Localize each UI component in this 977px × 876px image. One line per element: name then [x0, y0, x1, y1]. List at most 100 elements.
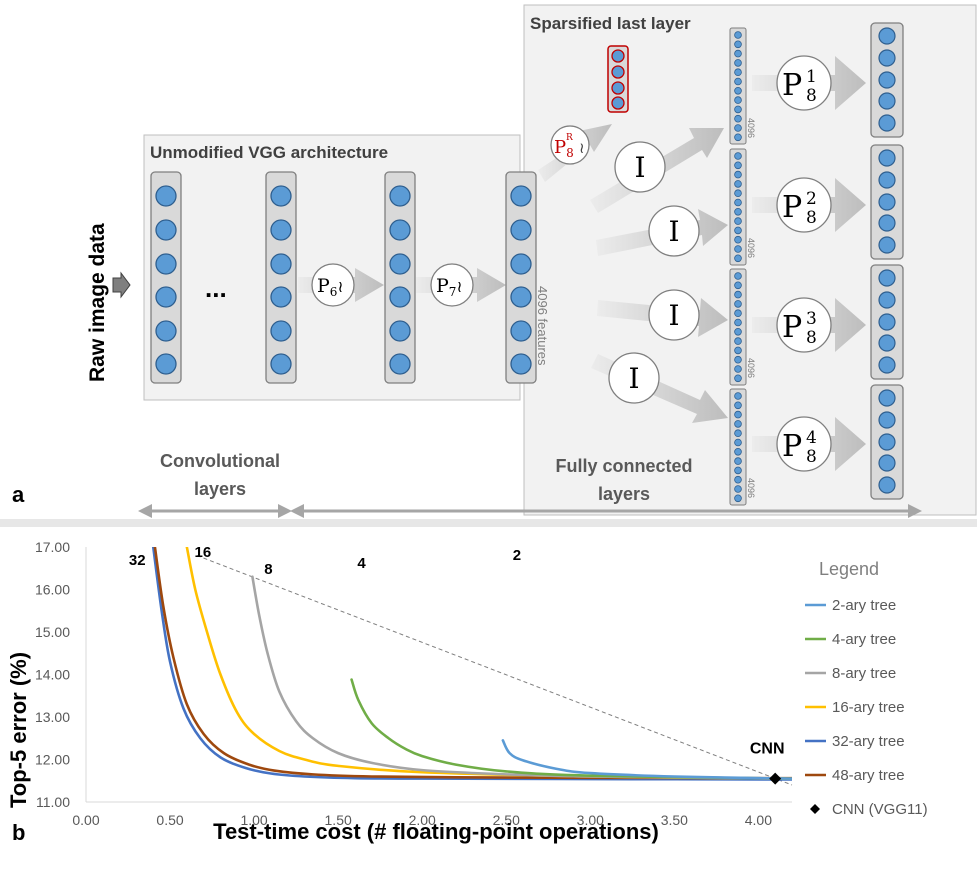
- neuron: [734, 300, 742, 308]
- p8-sup: 1: [806, 67, 817, 87]
- fc-label-line1: Fully connected: [555, 456, 692, 476]
- series-line-16-ary-tree: [185, 547, 792, 780]
- legend-item: 16-ary tree: [805, 699, 905, 716]
- neuron: [155, 219, 177, 241]
- legend: Legend 2-ary tree 4-ary tree 8-ary tree 16-…: [805, 559, 928, 818]
- neuron: [155, 253, 177, 275]
- neuron: [389, 286, 411, 308]
- p6-tilde: ≀: [337, 277, 343, 296]
- neuron: [734, 466, 742, 475]
- neuron: [734, 124, 742, 132]
- neuron: [878, 476, 896, 494]
- identity-operator-3: I: [648, 289, 700, 341]
- p8-sup: 3: [806, 309, 817, 329]
- neuron: [734, 161, 742, 170]
- neuron: [389, 320, 411, 342]
- series-line-2-ary-tree: [501, 739, 792, 780]
- neuron: [270, 286, 292, 308]
- series-annotation: 8: [264, 561, 272, 578]
- x-tick-label: 3.50: [661, 812, 688, 828]
- conv-label-line1: Convolutional: [160, 451, 280, 471]
- legend-item: 32-ary tree: [805, 733, 905, 750]
- neuron: [734, 410, 742, 419]
- neuron: [734, 420, 742, 428]
- neuron: [611, 49, 625, 63]
- input-label: Raw image data: [86, 223, 109, 382]
- neuron: [389, 253, 411, 275]
- neuron: [734, 318, 742, 327]
- hidden-layer-3: [729, 268, 747, 386]
- conv-range-arrow: [138, 504, 292, 518]
- neuron: [155, 286, 177, 308]
- neuron: [734, 96, 742, 104]
- neuron: [734, 337, 742, 345]
- series-annotation: 2: [513, 547, 521, 564]
- neuron: [734, 290, 742, 299]
- series-line-32-ary-tree: [151, 547, 792, 781]
- neuron: [510, 353, 532, 375]
- legend-item: 4-ary tree: [805, 631, 896, 648]
- neuron: [510, 320, 532, 342]
- size-label-4: 4096: [746, 478, 756, 498]
- p8-sub: 8: [806, 208, 817, 228]
- y-tick-labels: 11.00 12.00 13.00 14.00 15.00 16.00 17.00: [35, 539, 70, 810]
- neuron: [878, 49, 896, 67]
- pr-sub: 8: [566, 146, 574, 160]
- y-tick-label: 14.00: [35, 667, 70, 683]
- input-arrow: [112, 271, 131, 299]
- identity-symbol: I: [628, 362, 639, 395]
- fc-range-arrow: [290, 504, 922, 518]
- operator-p6: P6≀: [311, 263, 355, 307]
- x-tick-label: 1.50: [325, 812, 352, 828]
- svg-text:P7≀: P7≀: [436, 275, 462, 299]
- operator-p8-4: P 48: [776, 416, 832, 472]
- legend-label: 32-ary tree: [832, 733, 905, 750]
- panel-a-label: a: [12, 482, 25, 507]
- p7-tilde: ≀: [456, 277, 462, 296]
- neuron: [734, 365, 742, 373]
- operator-p7: P7≀: [430, 263, 474, 307]
- legend-marker: [810, 804, 820, 814]
- error-vs-cost-chart: 11.00 12.00 13.00 14.00 15.00 16.00 17.00 0.00…: [6, 539, 793, 844]
- neuron: [878, 356, 896, 374]
- neuron: [734, 77, 742, 86]
- y-tick-label: 11.00: [36, 794, 70, 810]
- neuron: [389, 219, 411, 241]
- neuron: [734, 235, 742, 244]
- pr-tilde: ≀: [579, 139, 585, 157]
- size-label-2: 4096: [746, 238, 756, 258]
- p8-sup: 2: [806, 189, 817, 209]
- x-tick-label: 2.00: [409, 812, 436, 828]
- series-annotation: 4: [357, 555, 366, 572]
- neuron: [734, 31, 742, 39]
- cnn-marker: [769, 772, 782, 785]
- pr-main: P: [554, 137, 566, 158]
- sparse-box-title: Sparsified last layer: [530, 14, 691, 33]
- p8-main: P: [782, 310, 802, 345]
- neuron: [878, 389, 896, 407]
- neuron: [878, 334, 896, 352]
- series-annotation: 16: [195, 544, 212, 561]
- x-tick-label: 0.50: [156, 812, 183, 828]
- neuron: [734, 198, 742, 207]
- neuron: [734, 392, 742, 400]
- legend-label: CNN (VGG11): [832, 801, 928, 818]
- svg-text:P8: P8: [554, 137, 574, 160]
- neuron: [734, 346, 742, 355]
- neuron: [878, 92, 896, 110]
- neuron: [878, 27, 896, 45]
- panel-a: Unmodified VGG architecture Sparsified l…: [12, 4, 977, 518]
- legend-item: CNN (VGG11): [810, 801, 928, 818]
- identity-symbol: I: [634, 151, 645, 184]
- output-layer-4: [870, 384, 904, 500]
- neuron: [734, 133, 742, 142]
- legend-item: 2-ary tree: [805, 597, 896, 614]
- conv-label-line2: layers: [194, 479, 246, 499]
- series-line-4-ary-tree: [350, 678, 792, 780]
- vgg-layer-fc7: [505, 171, 537, 384]
- legend-title: Legend: [819, 559, 879, 579]
- y-tick-label: 15.00: [35, 624, 70, 640]
- neuron: [389, 353, 411, 375]
- neuron: [734, 327, 742, 336]
